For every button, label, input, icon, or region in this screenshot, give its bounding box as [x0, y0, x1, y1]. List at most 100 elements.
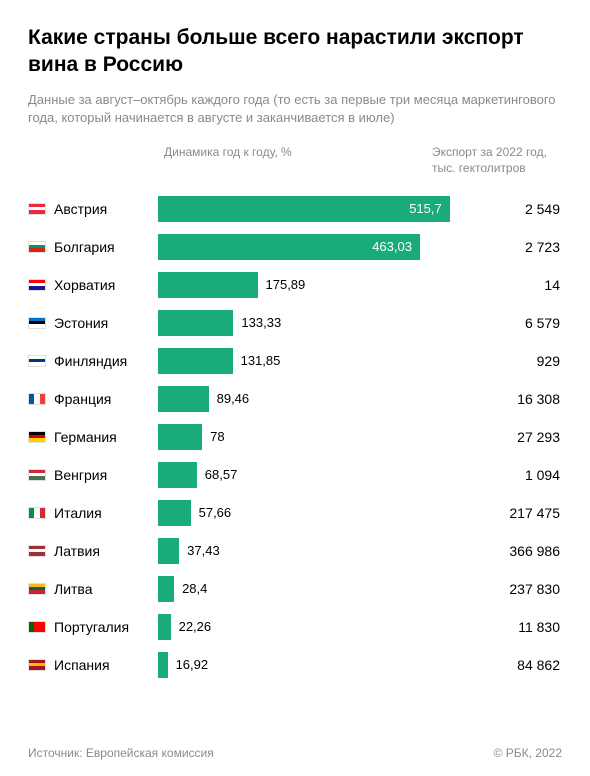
chart-row: Латвия 37,43 366 986 — [28, 533, 562, 569]
bar — [158, 500, 191, 526]
export-value: 14 — [472, 277, 562, 293]
chart-row: Италия57,66217 475 — [28, 495, 562, 531]
bar-cell: 175,89 — [158, 272, 472, 298]
country-cell: Латвия — [28, 543, 158, 559]
bar-value-label: 89,46 — [217, 391, 250, 406]
chart-row: Австрия 515,7 2 549 — [28, 191, 562, 227]
header-dynamics: Динамика год к году, % — [158, 144, 432, 176]
bar-value-label: 463,03 — [372, 239, 412, 254]
france-flag-icon — [28, 393, 46, 405]
bar — [158, 614, 171, 640]
country-label: Болгария — [54, 239, 115, 255]
chart-row: Франция89,4616 308 — [28, 381, 562, 417]
bar — [158, 576, 174, 602]
bar — [158, 348, 233, 374]
country-label: Литва — [54, 581, 93, 597]
country-cell: Венгрия — [28, 467, 158, 483]
country-label: Финляндия — [54, 353, 127, 369]
bar-cell: 463,03 — [158, 234, 472, 260]
country-label: Австрия — [54, 201, 107, 217]
bar — [158, 424, 202, 450]
country-label: Германия — [54, 429, 117, 445]
chart-row: Хорватия 175,89 14 — [28, 267, 562, 303]
country-label: Хорватия — [54, 277, 115, 293]
bar-value-label: 57,66 — [199, 505, 232, 520]
germany-flag-icon — [28, 431, 46, 443]
export-value: 366 986 — [472, 543, 562, 559]
chart-row: Эстония133,336 579 — [28, 305, 562, 341]
bar-value-label: 78 — [210, 429, 224, 444]
export-value: 27 293 — [472, 429, 562, 445]
hungary-flag-icon — [28, 469, 46, 481]
portugal-flag-icon — [28, 621, 46, 633]
country-cell: Испания — [28, 657, 158, 673]
bar: 463,03 — [158, 234, 420, 260]
bar-cell: 78 — [158, 424, 472, 450]
chart-row: Литва 28,4 237 830 — [28, 571, 562, 607]
bar-value-label: 68,57 — [205, 467, 238, 482]
export-value: 11 830 — [472, 619, 562, 635]
bar-value-label: 133,33 — [241, 315, 281, 330]
chart-row: Финляндия 131,85 929 — [28, 343, 562, 379]
bar-cell: 133,33 — [158, 310, 472, 336]
chart-title: Какие страны больше всего нарастили эксп… — [28, 24, 562, 79]
export-value: 929 — [472, 353, 562, 369]
bar-value-label: 175,89 — [266, 277, 306, 292]
footer-source: Источник: Европейская комиссия — [28, 746, 214, 760]
country-cell: Германия — [28, 429, 158, 445]
bulgaria-flag-icon — [28, 241, 46, 253]
bar-cell: 28,4 — [158, 576, 472, 602]
country-label: Латвия — [54, 543, 100, 559]
bar: 515,7 — [158, 196, 450, 222]
bar-value-label: 37,43 — [187, 543, 220, 558]
chart-row: Венгрия 68,57 1 094 — [28, 457, 562, 493]
country-label: Португалия — [54, 619, 129, 635]
country-label: Эстония — [54, 315, 108, 331]
lithuania-flag-icon — [28, 583, 46, 595]
country-cell: Австрия — [28, 201, 158, 217]
country-cell: Португалия — [28, 619, 158, 635]
header-export: Экспорт за 2022 год, тыс. гектолитров — [432, 144, 562, 176]
bar-cell: 515,7 — [158, 196, 472, 222]
country-label: Италия — [54, 505, 102, 521]
column-headers: Динамика год к году, % Экспорт за 2022 г… — [28, 144, 562, 176]
export-value: 2 723 — [472, 239, 562, 255]
bar-value-label: 16,92 — [176, 657, 209, 672]
latvia-flag-icon — [28, 545, 46, 557]
bar — [158, 538, 179, 564]
country-cell: Италия — [28, 505, 158, 521]
country-cell: Болгария — [28, 239, 158, 255]
bar — [158, 310, 233, 336]
export-value: 237 830 — [472, 581, 562, 597]
chart-row: Германия 78 27 293 — [28, 419, 562, 455]
bar-value-label: 515,7 — [409, 201, 442, 216]
country-label: Франция — [54, 391, 111, 407]
chart-subtitle: Данные за август–октябрь каждого года (т… — [28, 91, 562, 129]
bar-value-label: 28,4 — [182, 581, 207, 596]
bar-cell: 37,43 — [158, 538, 472, 564]
bar-cell: 89,46 — [158, 386, 472, 412]
chart-row: Болгария 463,03 2 723 — [28, 229, 562, 265]
bar-value-label: 22,26 — [179, 619, 212, 634]
footer-copyright: © РБК, 2022 — [494, 746, 562, 760]
bar-cell: 131,85 — [158, 348, 472, 374]
chart-footer: Источник: Европейская комиссия © РБК, 20… — [28, 746, 562, 760]
chart-row: Португалия 22,26 11 830 — [28, 609, 562, 645]
export-value: 1 094 — [472, 467, 562, 483]
country-cell: Финляндия — [28, 353, 158, 369]
croatia-flag-icon — [28, 279, 46, 291]
bar-cell: 22,26 — [158, 614, 472, 640]
chart-row: Испания 16,92 84 862 — [28, 647, 562, 683]
country-label: Испания — [54, 657, 110, 673]
bar-cell: 57,66 — [158, 500, 472, 526]
spain-flag-icon — [28, 659, 46, 671]
bar-value-label: 131,85 — [241, 353, 281, 368]
bar-cell: 16,92 — [158, 652, 472, 678]
country-cell: Франция — [28, 391, 158, 407]
chart-rows: Австрия 515,7 2 549 Болгария 463,03 2 723 Хорв… — [28, 191, 562, 683]
export-value: 84 862 — [472, 657, 562, 673]
bar-cell: 68,57 — [158, 462, 472, 488]
country-cell: Эстония — [28, 315, 158, 331]
export-value: 2 549 — [472, 201, 562, 217]
estonia-flag-icon — [28, 317, 46, 329]
